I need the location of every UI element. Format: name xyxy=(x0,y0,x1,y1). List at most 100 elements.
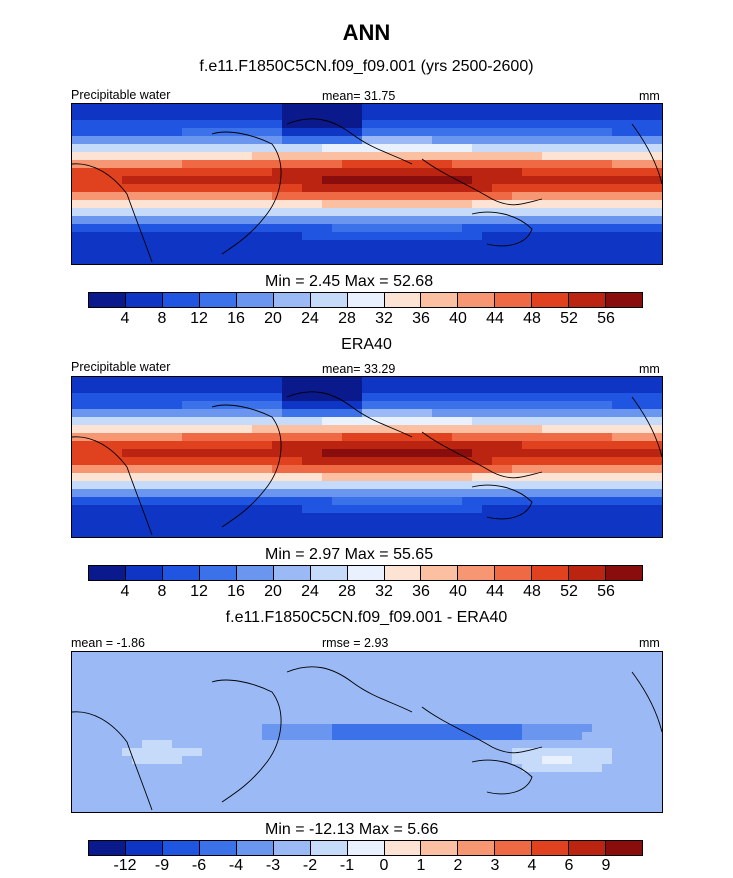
map-cell xyxy=(582,409,593,418)
map-cell xyxy=(82,529,93,537)
map-cell xyxy=(132,385,143,394)
map-cell xyxy=(582,248,593,257)
map-cell xyxy=(242,192,253,201)
map-cell xyxy=(412,481,423,490)
map-cell xyxy=(242,200,253,209)
map-cell xyxy=(612,660,623,669)
coastline xyxy=(211,404,282,528)
map-cell xyxy=(192,176,203,185)
map-cell xyxy=(442,144,453,153)
map-cell xyxy=(382,780,393,789)
map-cell xyxy=(192,216,203,225)
map-cell xyxy=(632,104,643,113)
map-cell xyxy=(182,684,193,693)
map-cell xyxy=(382,772,393,781)
map-cell xyxy=(72,505,83,514)
colorbar-cell xyxy=(89,566,126,580)
map-cell xyxy=(162,256,173,264)
map-cell xyxy=(602,401,613,410)
map-cell xyxy=(222,120,233,129)
map-cell xyxy=(82,377,93,386)
map-cell xyxy=(432,716,443,725)
map-cell xyxy=(322,660,333,669)
map-cell xyxy=(342,780,353,789)
map-cell xyxy=(102,732,113,741)
map-cell xyxy=(282,256,293,264)
map-cell xyxy=(512,788,523,797)
map-cell xyxy=(422,152,433,161)
map-cell xyxy=(412,232,423,241)
map-cell xyxy=(372,401,383,410)
map-cell xyxy=(412,401,423,410)
map-cell xyxy=(562,160,573,169)
map-cell xyxy=(542,248,553,257)
map-cell xyxy=(112,481,123,490)
map-cell xyxy=(402,425,413,434)
map-cell xyxy=(322,393,333,402)
map-cell xyxy=(172,112,183,121)
map-cell xyxy=(492,764,503,773)
map-cell xyxy=(82,449,93,458)
map-cell xyxy=(322,433,333,442)
map-cell xyxy=(132,804,143,812)
map-cell xyxy=(582,497,593,506)
map-cell xyxy=(642,136,653,145)
map-cell xyxy=(572,457,583,466)
map-cell xyxy=(202,200,213,209)
map-cell xyxy=(222,152,233,161)
map-cell xyxy=(422,120,433,129)
colorbar-tick-label: -12 xyxy=(113,857,137,874)
map-cell xyxy=(582,796,593,805)
map-cell xyxy=(252,232,263,241)
map-cell xyxy=(152,505,163,514)
panel-1-map xyxy=(71,103,663,265)
map-cell xyxy=(572,232,583,241)
map-cell xyxy=(522,692,533,701)
map-cell xyxy=(302,756,313,765)
map-cell xyxy=(92,505,103,514)
map-cell xyxy=(582,136,593,145)
map-cell xyxy=(512,425,523,434)
map-cell xyxy=(112,216,123,225)
map-cell xyxy=(492,160,503,169)
map-cell xyxy=(192,497,203,506)
map-cell xyxy=(552,136,563,145)
map-cell xyxy=(402,764,413,773)
map-cell xyxy=(202,652,213,661)
map-cell xyxy=(382,216,393,225)
map-cell xyxy=(272,700,283,709)
map-cell xyxy=(582,521,593,530)
map-cell xyxy=(502,208,513,217)
map-cell xyxy=(262,473,273,482)
map-cell xyxy=(652,740,662,749)
map-cell xyxy=(432,393,443,402)
map-cell xyxy=(622,652,633,661)
map-cell xyxy=(432,700,443,709)
map-cell xyxy=(162,796,173,805)
map-cell xyxy=(322,772,333,781)
map-cell xyxy=(112,692,123,701)
map-cell xyxy=(602,457,613,466)
map-cell xyxy=(652,248,662,257)
map-cell xyxy=(262,716,273,725)
map-cell xyxy=(562,152,573,161)
map-cell xyxy=(582,152,593,161)
map-cell xyxy=(162,497,173,506)
map-cell xyxy=(102,136,113,145)
map-cell xyxy=(442,716,453,725)
map-cell xyxy=(102,393,113,402)
map-cell xyxy=(142,764,153,773)
panel-1-minmax: Min = 2.45 Max = 52.68 xyxy=(265,273,434,290)
map-cell xyxy=(182,160,193,169)
map-cell xyxy=(292,716,303,725)
map-cell xyxy=(392,160,403,169)
map-cell xyxy=(182,232,193,241)
map-cell xyxy=(352,256,363,264)
map-cell xyxy=(372,377,383,386)
map-cell xyxy=(522,128,533,137)
map-cell xyxy=(422,497,433,506)
map-cell xyxy=(512,529,523,537)
map-cell xyxy=(352,708,363,717)
colorbar-cell xyxy=(162,566,200,580)
map-cell xyxy=(72,208,83,217)
